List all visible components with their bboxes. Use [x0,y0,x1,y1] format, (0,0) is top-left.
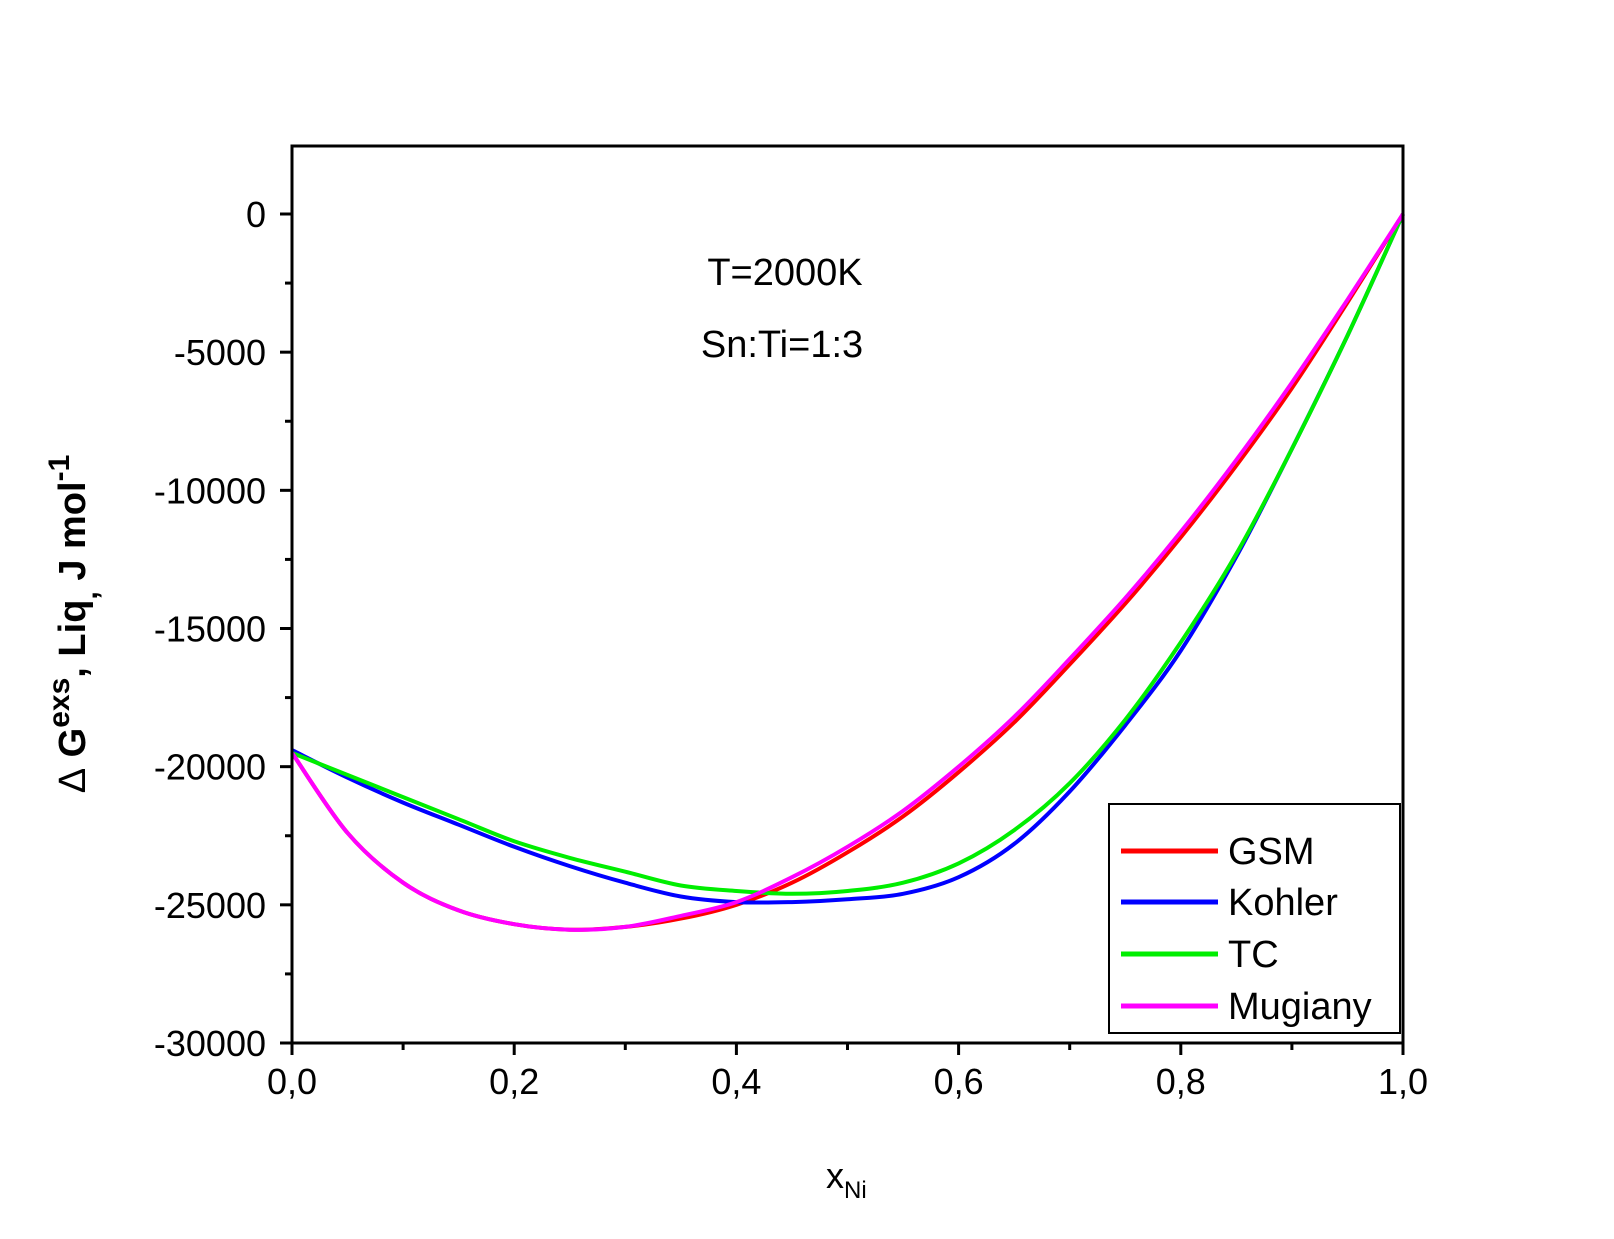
y-tick-label-1: -5000 [174,332,266,373]
legend-label-mugiany: Mugiany [1228,986,1372,1028]
legend: GSM Kohler TC Mugiany [1108,803,1401,1034]
x-axis-label-subscript: Ni [844,1177,867,1204]
legend-label-gsm: GSM [1228,831,1315,873]
y-axis-label-sup1: exs [43,678,76,728]
x-tick-label-1: 0,2 [489,1061,539,1102]
y-axis-label-mid: , Liq [52,600,94,678]
x-tick-label-5: 1,0 [1378,1061,1428,1102]
series-line-mugiany [290,212,1405,932]
y-tick-label-0: 0 [246,194,266,235]
y-axis-label-sub: , [71,591,104,599]
y-tick-label-6: -30000 [154,1023,266,1064]
x-tick-label-0: 0,0 [267,1061,317,1102]
legend-box [1108,803,1401,1034]
annotation-temperature: T=2000K [707,252,862,294]
y-tick-label-2: -10000 [154,470,266,511]
y-tick-label-3: -15000 [154,609,266,650]
legend-label-tc: TC [1228,934,1279,976]
y-tick-label-4: -20000 [154,747,266,788]
y-axis-label-delta: Δ [52,768,94,793]
x-tick-label-2: 0,4 [711,1061,761,1102]
series-line-kohler [291,213,1405,905]
x-axis-label-main: x [826,1155,844,1196]
x-axis-label: xNi [826,1155,867,1204]
y-axis-label: Δ Gexs, Liq, J mol-1 [43,455,104,794]
x-tick-label-4: 0,8 [1156,1061,1206,1102]
series-line-tc [291,213,1405,896]
axes-layer: 0,0 0,2 0,4 0,6 0,8 1,0 0 -5000 -10000 -15000 -200… [154,194,1428,1102]
annotation-ratio: Sn:Ti=1:3 [701,324,863,366]
y-tick-label-5: -25000 [154,885,266,926]
legend-label-kohler: Kohler [1228,882,1338,924]
y-axis-label-unit: J mol [52,481,94,591]
y-axis-label-g: G [52,728,94,758]
series-layer [290,212,1405,932]
x-tick-label-3: 0,6 [934,1061,984,1102]
plot-frame [290,144,1405,1045]
y-axis-label-sup2: -1 [43,455,76,482]
